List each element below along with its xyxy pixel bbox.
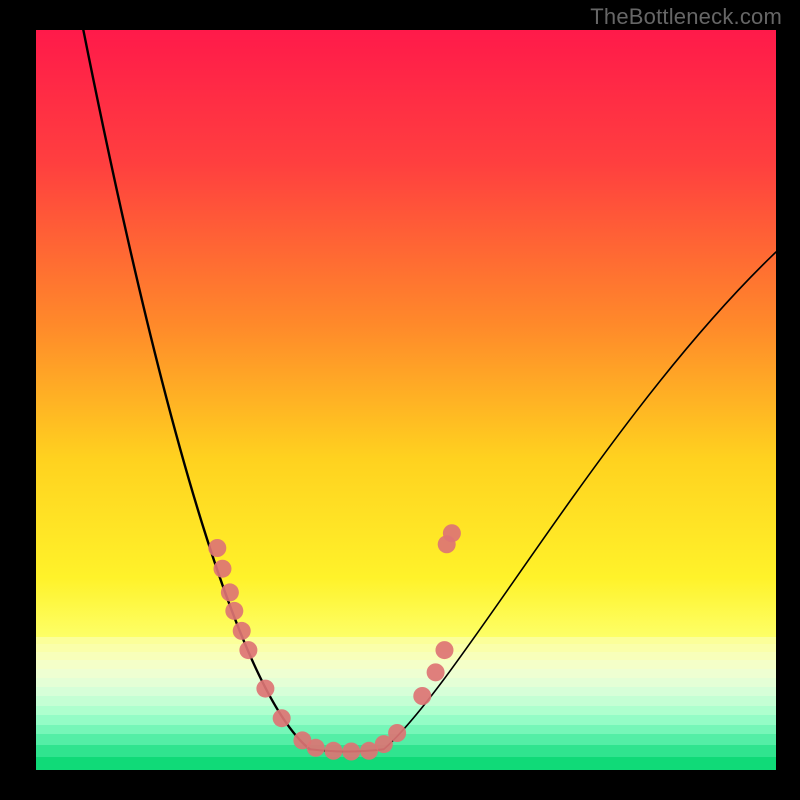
data-marker — [388, 724, 406, 742]
data-marker — [239, 641, 257, 659]
data-marker — [221, 583, 239, 601]
data-marker — [435, 641, 453, 659]
data-marker — [443, 524, 461, 542]
data-marker — [427, 663, 445, 681]
plot-area — [36, 30, 776, 770]
data-marker — [213, 560, 231, 578]
data-marker — [342, 743, 360, 761]
data-marker — [208, 539, 226, 557]
watermark-text: TheBottleneck.com — [590, 4, 782, 30]
chart-overlay — [36, 30, 776, 770]
data-marker — [307, 739, 325, 757]
data-marker — [256, 680, 274, 698]
data-marker — [413, 687, 431, 705]
curve-left-branch — [80, 30, 309, 749]
data-marker — [324, 742, 342, 760]
data-marker — [233, 622, 251, 640]
data-marker — [225, 602, 243, 620]
data-marker — [273, 709, 291, 727]
